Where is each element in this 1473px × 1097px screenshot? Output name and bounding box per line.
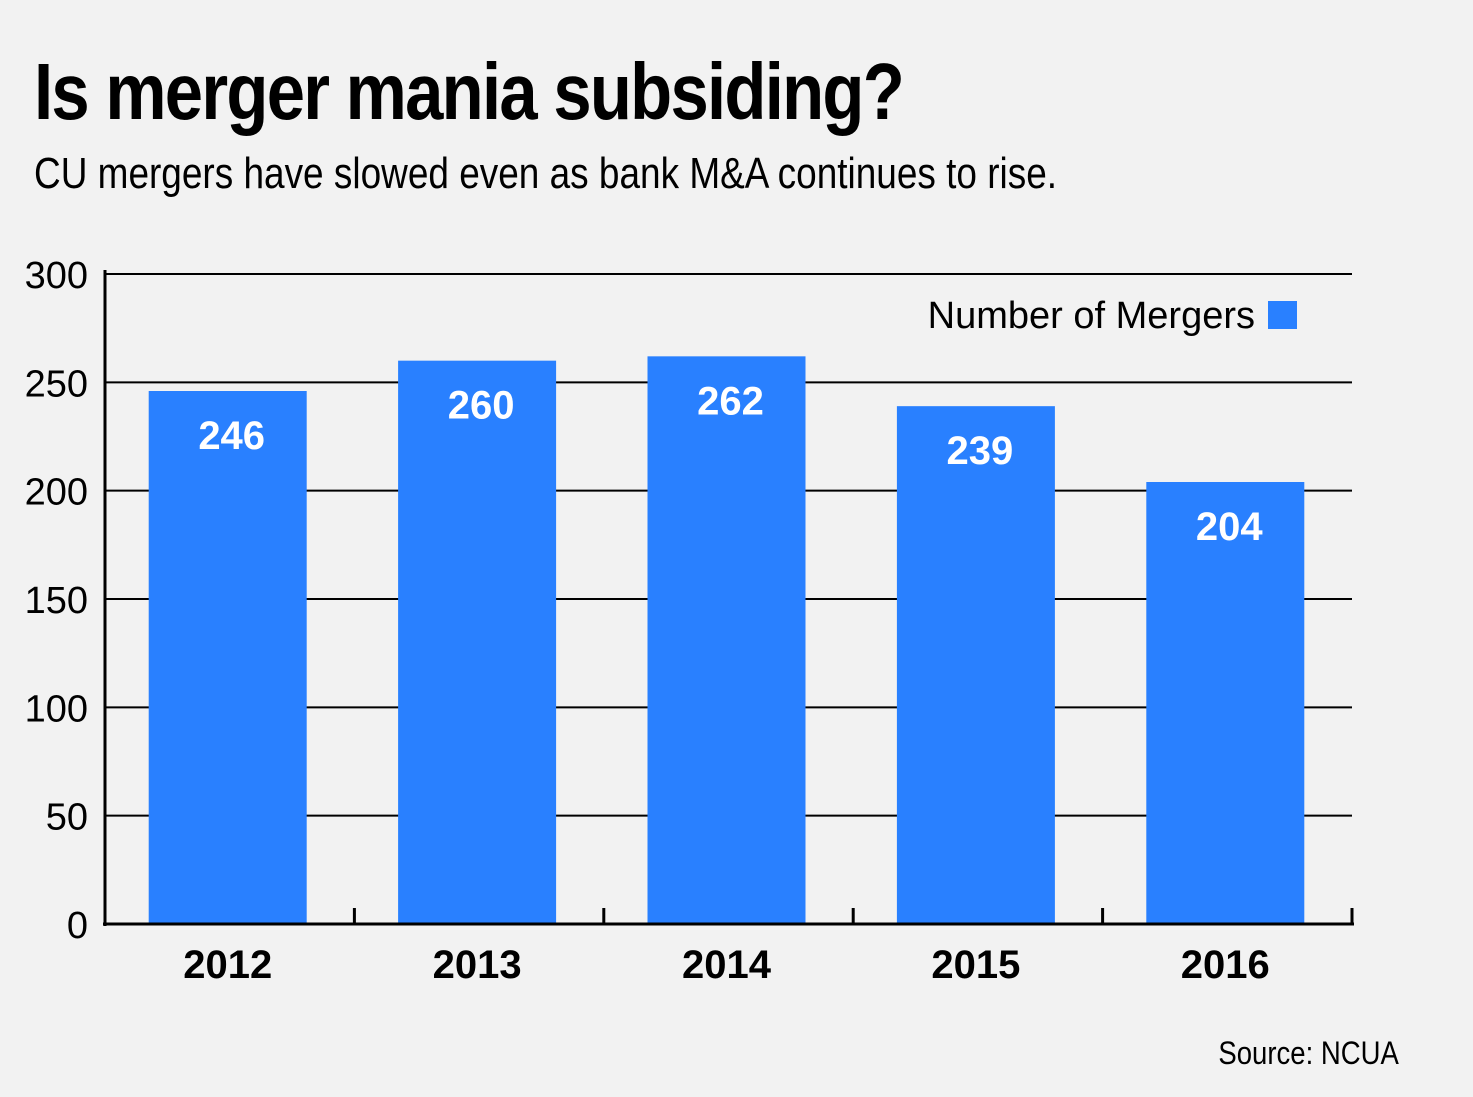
x-tick-label-2016: 2016	[1181, 943, 1270, 987]
bar-2015	[896, 406, 1055, 925]
axes: 0 50 100 150 200 250 300 2012 2013 2014 2015 2016	[25, 255, 1354, 987]
bar-value-label-2012: 246	[198, 414, 265, 458]
bars	[148, 356, 1305, 925]
legend: Number of Mergers	[928, 295, 1297, 337]
chart-subtitle: CU mergers have slowed even as bank M&A …	[34, 149, 1058, 198]
x-tick-label-2012: 2012	[183, 943, 272, 987]
bar-labels: 246 260 262 239 204	[198, 379, 1263, 549]
x-tick-label-2015: 2015	[931, 943, 1020, 987]
bar-value-label-2014: 262	[697, 379, 764, 423]
bar-value-label-2016: 204	[1196, 505, 1263, 549]
y-tick-label-100: 100	[25, 688, 88, 730]
legend-swatch	[1268, 301, 1297, 329]
y-tick-label-300: 300	[25, 255, 88, 297]
y-tick-label-50: 50	[46, 797, 88, 839]
chart-title: Is merger mania subsiding?	[34, 47, 905, 136]
bar-value-label-2013: 260	[448, 384, 515, 428]
y-tick-label-150: 150	[25, 580, 88, 622]
y-tick-label-200: 200	[25, 472, 88, 514]
bar-2014	[647, 356, 806, 924]
bar-value-label-2015: 239	[947, 429, 1014, 473]
legend-label: Number of Mergers	[928, 295, 1255, 337]
source-note: Source: NCUA	[1218, 1035, 1399, 1071]
y-tick-label-0: 0	[67, 905, 88, 947]
bar-2016	[1146, 482, 1305, 924]
x-tick-label-2013: 2013	[433, 943, 522, 987]
bar-2013	[398, 360, 557, 925]
y-tick-label-250: 250	[25, 363, 88, 405]
bar-2012	[148, 391, 307, 924]
x-tick-label-2014: 2014	[682, 943, 772, 987]
